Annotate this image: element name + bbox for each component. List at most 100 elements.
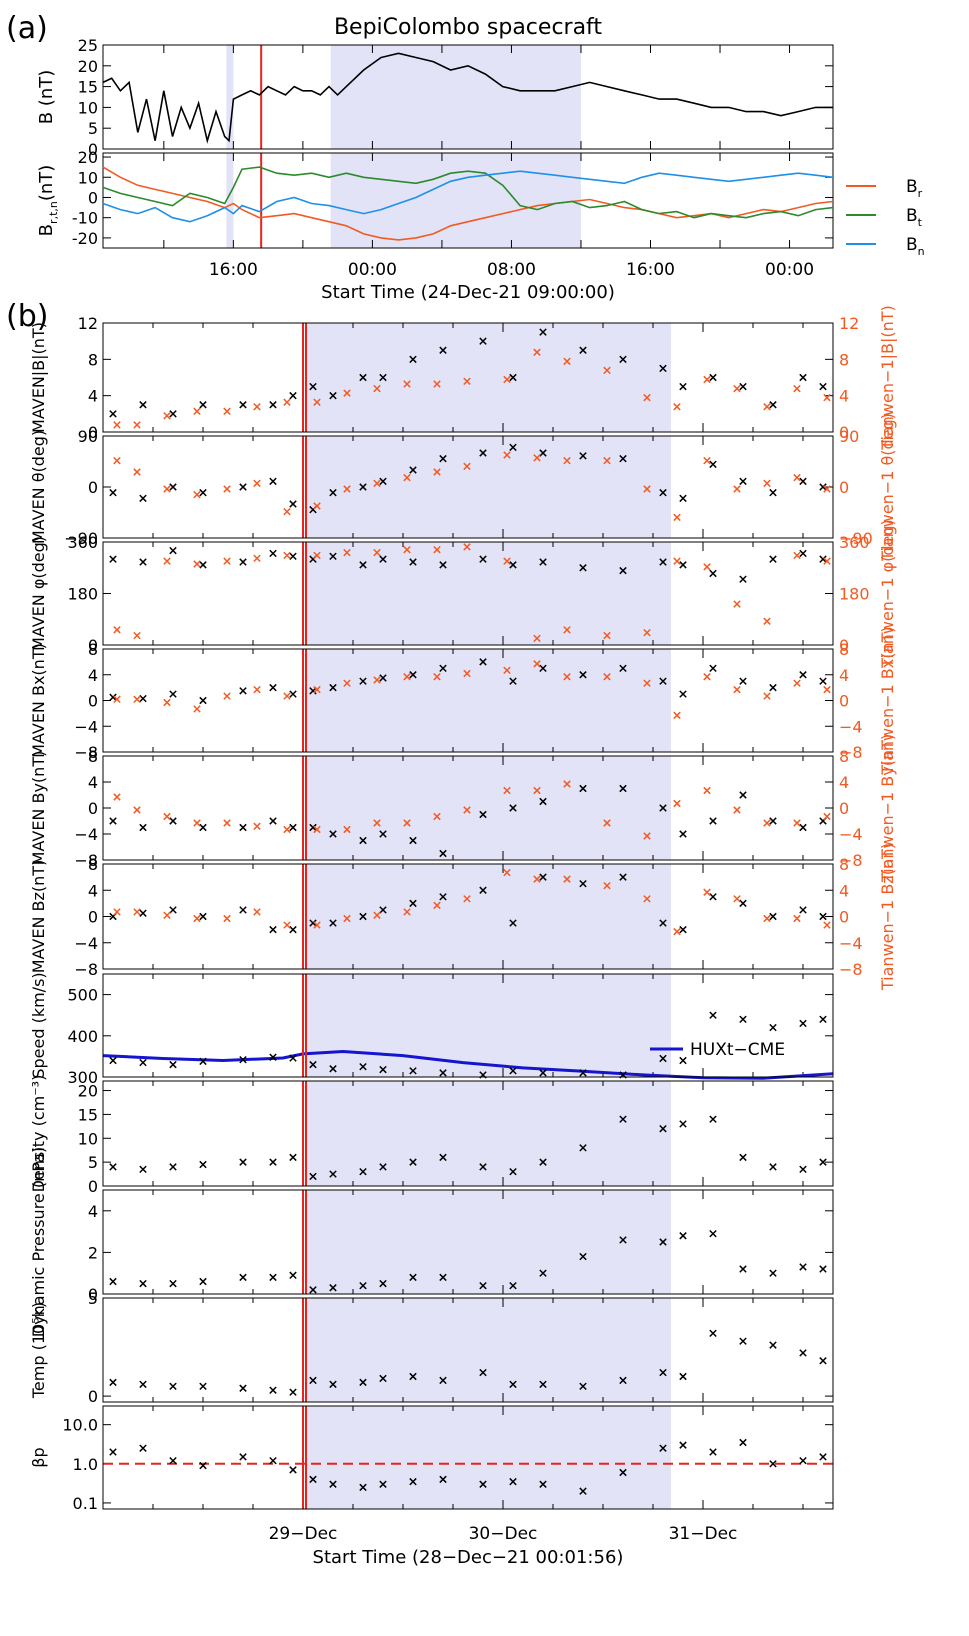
maven-point <box>379 1374 387 1383</box>
tianwen-point <box>253 554 261 563</box>
y-tick-label: 25 <box>78 36 98 55</box>
tianwen-point <box>673 711 681 720</box>
maven-point <box>509 1380 517 1389</box>
maven-point <box>439 1475 447 1484</box>
y-tick-label: 20 <box>78 57 98 76</box>
tianwen-point <box>533 348 541 356</box>
maven-point <box>199 401 207 409</box>
tianwen-point <box>643 679 651 687</box>
maven-point <box>409 899 417 908</box>
y-axis-label: B (nT) <box>36 70 57 125</box>
maven-point <box>239 1453 247 1461</box>
y-tick-label-right: 8 <box>839 350 849 369</box>
maven-point <box>109 1448 117 1456</box>
maven-point <box>769 683 777 692</box>
maven-point <box>169 410 177 418</box>
tianwen-point <box>463 895 471 903</box>
y-tick-label: −90 <box>64 529 98 548</box>
maven-point <box>739 575 747 583</box>
maven-point <box>169 546 177 555</box>
maven-point <box>819 483 827 491</box>
tianwen-point <box>283 921 291 929</box>
y-tick-label: 0 <box>88 799 98 818</box>
y-tick-label-right: −4 <box>839 825 863 844</box>
maven-point <box>619 873 627 881</box>
maven-point <box>739 1438 747 1447</box>
tianwen-point <box>503 557 511 565</box>
maven-point <box>709 1229 717 1238</box>
maven-point <box>619 454 627 463</box>
tianwen-point <box>563 780 571 788</box>
tianwen-point <box>463 669 471 678</box>
maven-point <box>329 1170 337 1178</box>
panel-frame <box>102 322 834 433</box>
x-tick-label: 16:00 <box>626 260 675 280</box>
maven-point <box>289 1466 297 1474</box>
tianwen-point <box>253 403 261 411</box>
maven-point <box>439 561 447 569</box>
maven-point <box>679 1372 687 1381</box>
shaded-interval <box>330 153 581 248</box>
maven-point <box>679 1441 687 1449</box>
maven-point <box>199 1382 207 1391</box>
maven-point <box>109 488 117 497</box>
maven-point <box>709 664 717 673</box>
maven-point <box>709 373 717 382</box>
y-tick-label-right: −8 <box>839 743 863 762</box>
maven-point <box>799 1456 807 1465</box>
maven-point <box>439 849 447 858</box>
tianwen-point <box>533 875 541 883</box>
tianwen-point <box>793 914 801 923</box>
y-tick-label: 300 <box>67 1068 98 1087</box>
maven-point <box>619 784 627 793</box>
y-tick-label: 15 <box>78 78 98 97</box>
maven-point <box>509 1167 517 1176</box>
y-axis-label: Temp (10⁵k) <box>29 1302 48 1399</box>
y-tick-label: 15 <box>78 1105 98 1124</box>
tianwen-point <box>403 380 411 388</box>
tianwen-point <box>673 927 681 936</box>
y-tick-label-right: 12 <box>839 314 859 333</box>
y-axis-label: MAVEN Bx(nT) <box>29 643 48 758</box>
maven-point <box>409 355 417 364</box>
tianwen-point <box>343 679 351 687</box>
maven-point <box>539 1380 547 1389</box>
y-tick-label-right: 360 <box>839 533 870 552</box>
maven-point <box>679 1056 687 1065</box>
y-tick-label: 10.0 <box>62 1416 98 1435</box>
maven-point <box>679 561 687 569</box>
tianwen-point <box>603 456 611 465</box>
maven-point <box>799 1019 807 1028</box>
maven-point <box>659 1054 667 1063</box>
maven-point <box>619 664 627 673</box>
tianwen-point <box>223 914 231 923</box>
maven-point <box>819 677 827 685</box>
maven-point <box>769 1341 777 1349</box>
tianwen-point <box>793 384 801 393</box>
maven-point <box>819 1357 827 1365</box>
maven-point <box>169 1456 177 1465</box>
tianwen-point <box>283 692 291 700</box>
maven-point <box>709 893 717 901</box>
tianwen-point <box>373 676 381 684</box>
tianwen-point <box>313 398 321 406</box>
x-tick-label: 16:00 <box>209 260 258 280</box>
tianwen-point <box>733 806 741 814</box>
tianwen-point <box>343 389 351 397</box>
maven-point <box>679 382 687 391</box>
maven-point <box>329 919 337 927</box>
maven-point <box>269 1053 277 1061</box>
maven-point <box>769 1163 777 1171</box>
maven-point <box>799 373 807 382</box>
maven-point <box>579 346 587 354</box>
maven-point <box>799 549 807 558</box>
y-tick-label: 0 <box>88 1177 98 1196</box>
maven-point <box>799 1263 807 1271</box>
shaded-interval <box>307 756 671 860</box>
y-tick-label: 0 <box>88 908 98 927</box>
maven-point <box>539 449 547 457</box>
maven-point <box>579 879 587 888</box>
tianwen-point <box>793 679 801 687</box>
maven-point <box>379 1163 387 1171</box>
